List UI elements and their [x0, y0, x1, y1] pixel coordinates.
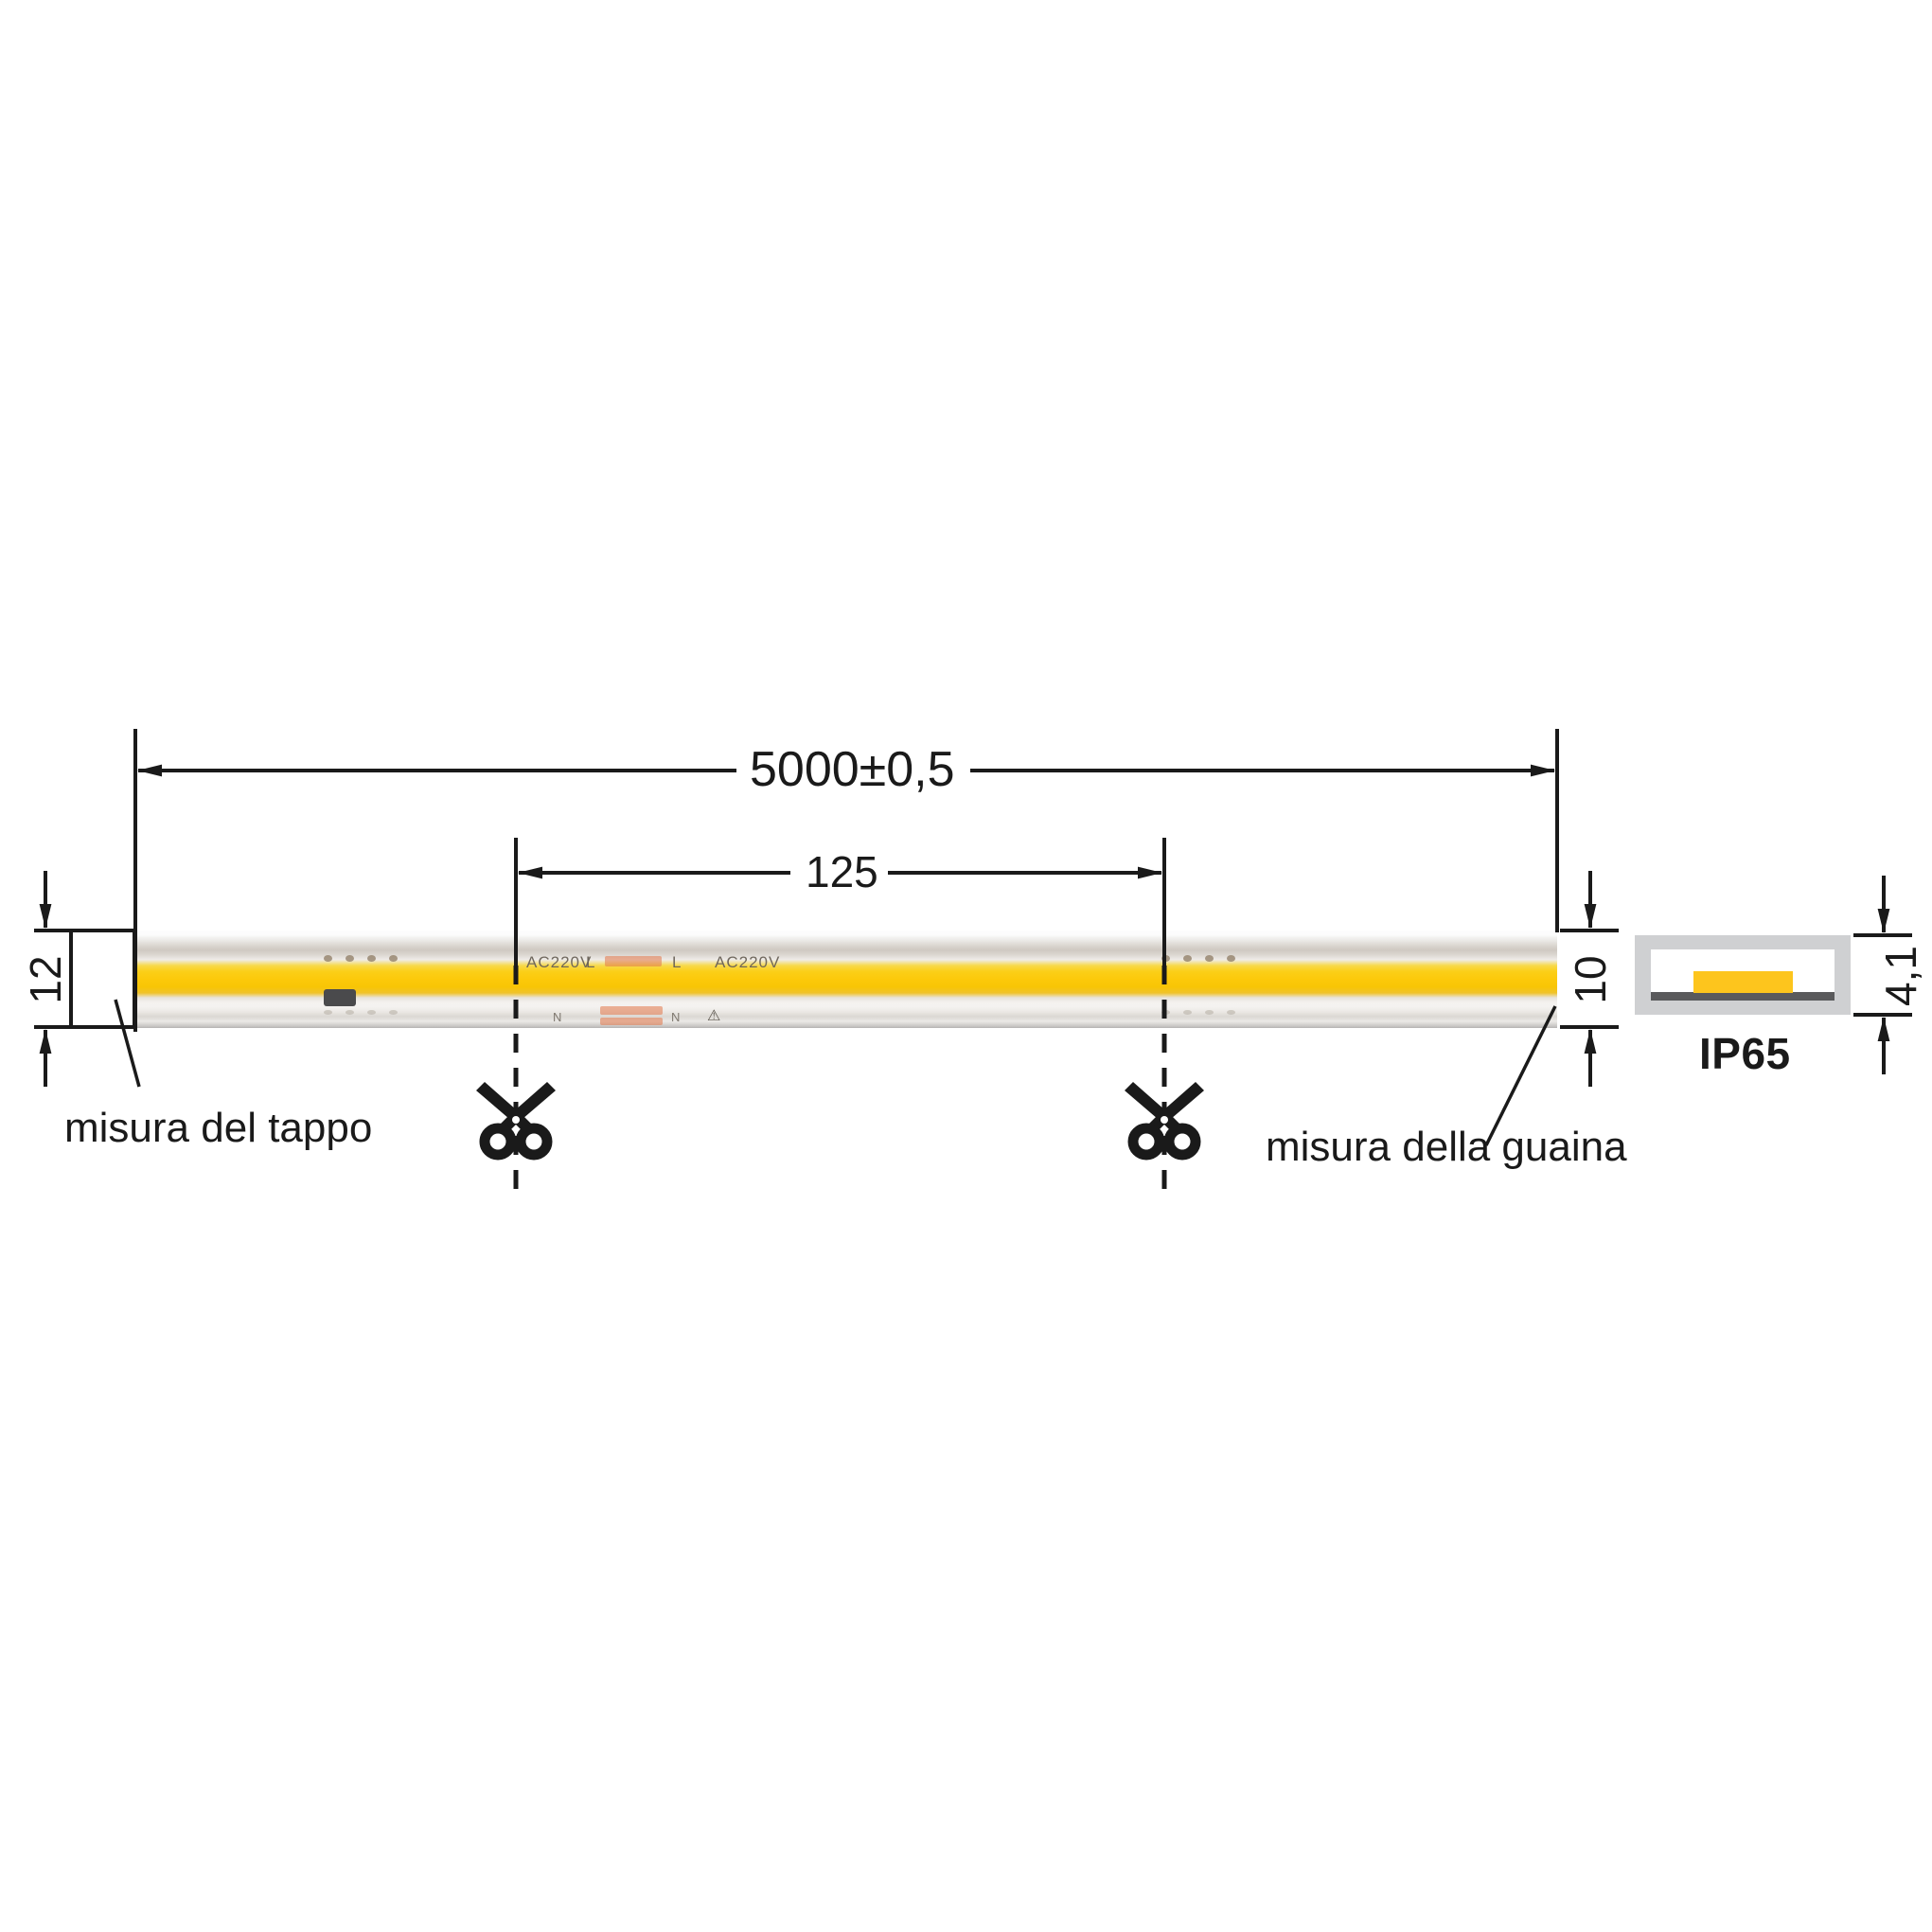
dimension-cap-height: 12	[21, 955, 70, 1004]
strip-marking-voltage-right: AC220V	[715, 953, 781, 971]
strip-marking-neutral-left: N	[553, 1010, 562, 1024]
cross-section-led-emitter	[1693, 971, 1793, 993]
led-chip	[389, 955, 398, 962]
strip-marking-voltage-left: AC220V	[526, 953, 593, 971]
warning-triangle-icon: ⚠	[707, 1008, 721, 1024]
dimension-section-height: 4,1	[1876, 946, 1925, 1006]
led-chip	[346, 955, 354, 962]
cross-section-pcb	[1651, 992, 1835, 1001]
strip-marking-neutral-right: N	[671, 1010, 681, 1024]
led-chip	[1183, 1010, 1192, 1015]
led-chip-row	[324, 955, 398, 962]
led-chip	[389, 1010, 398, 1015]
dimension-sheath-height: 10	[1566, 955, 1615, 1004]
led-chip	[367, 955, 376, 962]
resistor-component	[324, 989, 356, 1006]
leader-line-sheath-note	[1484, 1005, 1557, 1146]
led-chip	[324, 955, 332, 962]
solder-pad	[600, 1006, 663, 1015]
scissors-icon	[1125, 1082, 1204, 1161]
solder-pad	[600, 1018, 663, 1025]
solder-pad	[605, 956, 662, 966]
led-chip	[1205, 1010, 1214, 1015]
scissors-icon	[476, 1082, 556, 1161]
note-sheath-measure: misura della guaina	[1266, 1124, 1627, 1170]
led-chip	[1183, 955, 1192, 962]
strip-marking-phase-right: L	[672, 953, 682, 971]
end-cap-rectangle	[69, 929, 136, 1029]
led-chip	[1205, 955, 1214, 962]
label-ip-rating: IP65	[1699, 1029, 1791, 1078]
dimension-total-length: 5000±0,5	[750, 742, 955, 797]
note-cap-measure: misura del tappo	[64, 1105, 373, 1151]
led-chip	[324, 1010, 332, 1015]
led-chip	[367, 1010, 376, 1015]
led-chip	[1227, 1010, 1235, 1015]
led-chip	[346, 1010, 354, 1015]
led-chip	[1227, 955, 1235, 962]
dimension-cut-pitch: 125	[806, 847, 878, 896]
strip-marking-phase-left: L	[586, 953, 596, 971]
leader-line-cap-note	[114, 999, 141, 1088]
led-chip-row-lower	[324, 1010, 398, 1015]
